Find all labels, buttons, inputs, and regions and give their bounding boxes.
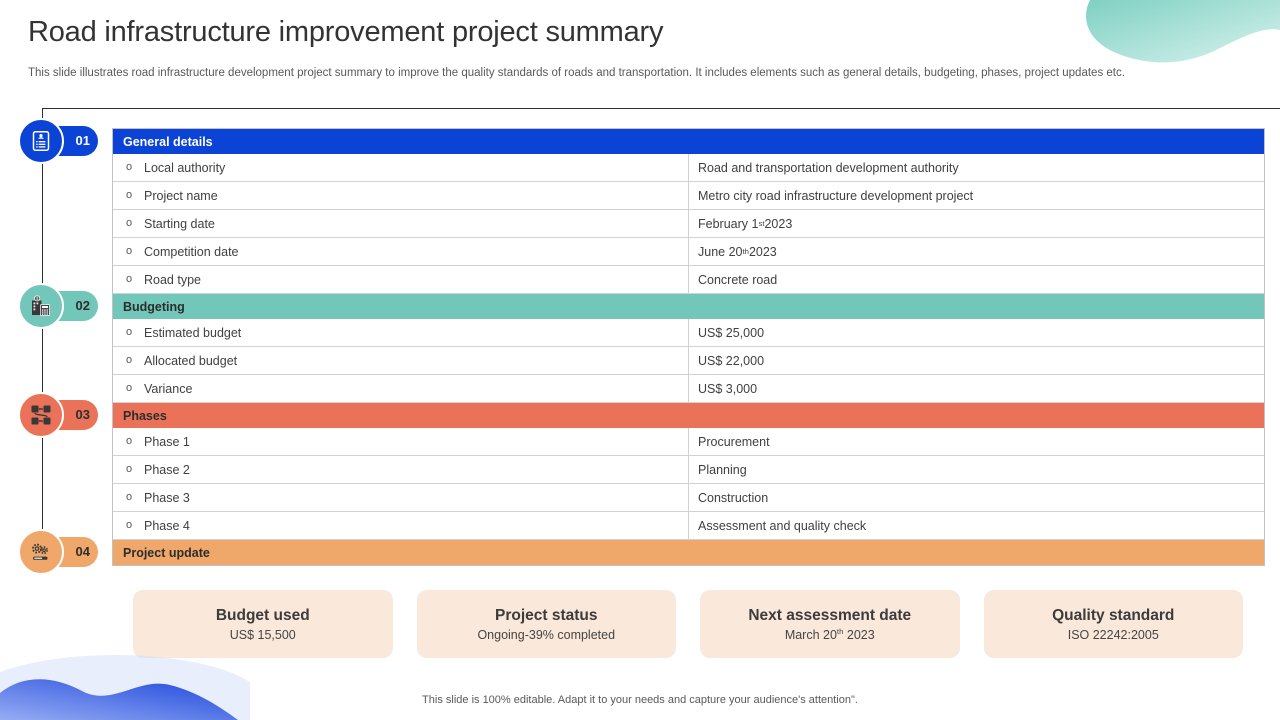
row-label-cell: o Competition date [113,238,689,265]
timeline-horizontal-line [42,108,1280,109]
card-value: US$ 15,500 [229,627,296,642]
section-title: Phases [123,408,167,423]
row-label: Estimated budget [144,325,242,340]
blue-wave-decoration [0,655,250,720]
summary-card-project-status: Project status Ongoing-39% completed [416,590,676,658]
row-value: Road and transportation development auth… [698,160,959,175]
row-bullet: o [126,161,133,173]
section-header-project-update: Project update [113,540,1264,565]
table-row: o Phase 4 Assessment and quality check [113,512,1264,540]
row-label: Variance [144,381,193,396]
row-label: Road type [144,272,201,287]
row-value: Planning [698,462,747,477]
row-bullet: o [126,519,133,531]
card-title: Project status [494,606,598,624]
summary-card-quality-standard: Quality standard ISO 22242:2005 [983,590,1243,658]
row-value: Construction [698,490,769,505]
row-label: Competition date [144,244,239,259]
row-bullet: o [126,463,133,475]
card-title: Quality standard [1052,606,1175,624]
row-label-cell: o Local authority [113,154,689,181]
row-label: Phase 1 [144,434,190,449]
row-label: Project name [144,188,218,203]
row-bullet: o [126,217,133,229]
row-label-cell: o Allocated budget [113,347,689,374]
row-value: US$ 3,000 [698,381,758,396]
update-icon [18,528,64,575]
row-label-cell: o Phase 1 [113,428,689,455]
milestone-03: 03 [18,391,100,438]
table-row: o Allocated budget US$ 22,000 [113,347,1264,375]
svg-text:$: $ [36,296,39,301]
row-label-cell: o Estimated budget [113,319,689,346]
table-row: o Phase 3 Construction [113,484,1264,512]
row-bullet: o [126,189,133,201]
table-row: o Road type Concrete road [113,266,1264,294]
section-title: Project update [123,545,210,560]
milestone-02: 02 $ [18,282,100,329]
table-row: o Variance US$ 3,000 [113,375,1264,403]
document-icon [18,117,64,164]
row-bullet: o [126,273,133,285]
table-row: o Project name Metro city road infrastruct… [113,182,1264,210]
row-bullet: o [126,354,133,366]
row-label-cell: o Phase 3 [113,484,689,511]
row-label-cell: o Phase 4 [113,512,689,539]
row-label: Local authority [144,160,226,175]
row-value: Metro city road infrastructure developme… [698,188,974,203]
row-bullet: o [126,326,133,338]
card-title: Budget used [215,606,310,624]
row-value: Assessment and quality check [698,518,867,533]
row-label-cell: o Starting date [113,210,689,237]
row-value: US$ 22,000 [698,353,765,368]
row-label: Phase 4 [144,518,190,533]
row-label: Starting date [144,216,215,231]
card-value: ISO 22242:2005 [1067,627,1159,642]
project-summary-table: General details o Local authority Road and … [112,128,1265,566]
row-label: Phase 2 [144,462,190,477]
milestone-04: 04 [18,528,100,575]
row-label-cell: o Phase 2 [113,456,689,483]
row-label-cell: o Road type [113,266,689,293]
budget-icon: $ [18,282,64,329]
row-bullet: o [126,491,133,503]
card-title: Next assessment date [748,606,912,624]
page-subtitle: This slide illustrates road infrastructu… [28,67,1125,79]
row-value: US$ 25,000 [698,325,765,340]
table-row: o Local authority Road and transportation … [113,154,1264,182]
table-row: o Phase 2 Planning [113,456,1264,484]
row-label: Phase 3 [144,490,190,505]
row-label-cell: o Variance [113,375,689,402]
section-header-budgeting: Budgeting [113,294,1264,319]
section-header-general-details: General details [113,129,1264,154]
row-value: Procurement [698,434,770,449]
row-bullet: o [126,245,133,257]
row-bullet: o [126,435,133,447]
milestone-01: 01 [18,117,100,164]
summary-card-next-assessment-date: Next assessment date March 20th 2023 [700,590,960,658]
card-value: March 20th 2023 [784,626,875,642]
section-title: Budgeting [123,299,185,314]
row-bullet: o [126,382,133,394]
section-title: General details [123,134,213,149]
summary-card-budget-used: Budget used US$ 15,500 [133,590,393,658]
summary-cards-row: Budget used US$ 15,500 Project status Ongoi… [133,590,1243,658]
row-value: Concrete road [698,272,778,287]
footer-note: This slide is 100% editable. Adapt it to… [422,694,858,706]
card-value: Ongoing-39% completed [477,627,616,642]
table-row: o Estimated budget US$ 25,000 [113,319,1264,347]
teal-blob-decoration [1086,0,1280,63]
row-label-cell: o Project name [113,182,689,209]
timeline-vertical-line [42,108,43,552]
section-header-phases: Phases [113,403,1264,428]
table-row: o Phase 1 Procurement [113,428,1264,456]
page-title: Road infrastructure improvement project … [28,16,664,48]
row-label: Allocated budget [144,353,238,368]
phases-icon [18,391,64,438]
